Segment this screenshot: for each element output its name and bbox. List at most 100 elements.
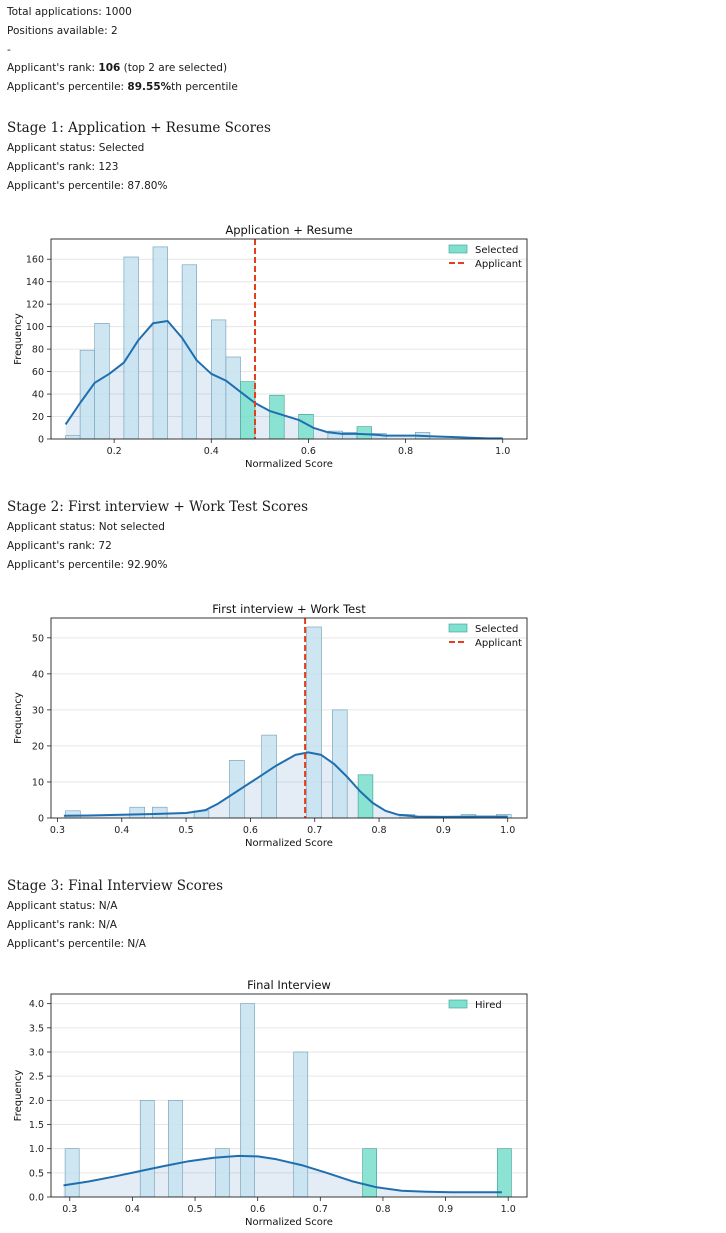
histogram-bar	[306, 626, 322, 819]
x-tick-label: 0.8	[375, 1204, 390, 1215]
histogram-bar	[64, 1148, 80, 1198]
percentile-value: 89.55%	[127, 81, 172, 93]
y-tick-label: 0	[38, 435, 44, 446]
x-tick-label: 0.9	[436, 825, 451, 836]
histogram-bar	[152, 806, 168, 819]
histogram-bar	[123, 256, 139, 440]
plot-frame	[50, 993, 528, 1198]
applicant-rank: Applicant's rank: 106 (top 2 are selecte…	[7, 61, 227, 75]
y-axis-label: Frequency	[13, 313, 24, 365]
kde-area	[63, 1155, 502, 1197]
y-tick-label: 1.0	[29, 1144, 44, 1155]
rank-prefix: Applicant's rank:	[7, 62, 99, 74]
selected-bar	[356, 426, 372, 440]
y-tick-label: 50	[32, 633, 44, 644]
y-tick-label: 3.5	[29, 1023, 44, 1034]
x-tick-label: 1.0	[501, 1204, 516, 1215]
stage-2-percentile: Applicant's percentile: 92.90%	[7, 559, 168, 571]
positions-available: Positions available: 2	[7, 25, 118, 37]
stage-1-title: Stage 1: Application + Resume Scores	[7, 120, 271, 136]
y-tick-label: 4.0	[29, 999, 44, 1010]
legend-swatch-hired	[448, 999, 468, 1009]
chart-title: Final Interview	[247, 978, 331, 992]
y-tick-label: 120	[26, 300, 44, 311]
x-tick-label: 0.2	[107, 446, 122, 457]
stage-2-status: Applicant status: Not selected	[7, 521, 165, 533]
x-tick-label: 0.8	[371, 825, 386, 836]
x-tick-label: 0.5	[187, 1204, 202, 1215]
legend-swatch-selected	[448, 623, 468, 633]
histogram-bar	[261, 734, 277, 819]
percentile-prefix: Applicant's percentile:	[7, 81, 128, 93]
y-tick-label: 0.5	[29, 1168, 44, 1179]
x-tick-label: 0.9	[438, 1204, 453, 1215]
stage-1-chart: Application + Resume 0 20 40 60 80 100 120 140 16…	[13, 223, 528, 470]
stage-1-status: Applicant status: Selected	[7, 142, 145, 154]
kde-line	[63, 751, 508, 818]
selected-bar	[269, 394, 285, 440]
histogram-bar	[225, 356, 241, 440]
legend-label: Applicant	[475, 259, 522, 270]
chart-title: Application + Resume	[225, 223, 352, 237]
y-tick-label: 10	[32, 777, 44, 788]
y-tick-label: 3.0	[29, 1048, 44, 1059]
x-tick-label: 0.6	[250, 1204, 265, 1215]
x-tick-label: 0.6	[243, 825, 258, 836]
x-tick-label: 0.7	[313, 1204, 328, 1215]
x-tick-label: 0.3	[62, 1204, 77, 1215]
x-axis-label: Normalized Score	[245, 1217, 333, 1228]
selected-bar	[240, 381, 256, 440]
legend-label: Applicant	[475, 638, 522, 649]
y-tick-label: 160	[26, 255, 44, 266]
x-axis-label: Normalized Score	[245, 459, 333, 470]
plot-frame	[50, 238, 528, 440]
legend-swatch-selected	[448, 244, 468, 254]
histogram-bar	[129, 806, 145, 819]
stage-1-percentile: Applicant's percentile: 87.80%	[7, 180, 168, 192]
histogram-bar	[240, 1003, 255, 1198]
stage-2-title: Stage 2: First interview + Work Test Sco…	[7, 499, 309, 515]
legend-label: Selected	[475, 624, 518, 635]
y-tick-label: 100	[26, 322, 44, 333]
y-tick-label: 0	[38, 814, 44, 825]
y-tick-label: 40	[32, 669, 44, 680]
stage-3-status: Applicant status: N/A	[7, 900, 118, 912]
applicant-percentile: Applicant's percentile: 89.55%th percent…	[7, 80, 238, 94]
stage-1-rank: Applicant's rank: 123	[7, 161, 119, 173]
histogram-bar	[181, 264, 198, 440]
stage-3-chart: Final Interview 0.0 0.5 1.0 1.5 2.0 2.5 3.0 3.5 4…	[13, 978, 528, 1228]
percentile-suffix: th percentile	[171, 81, 238, 93]
y-tick-label: 0.0	[29, 1193, 44, 1204]
y-tick-label: 140	[26, 277, 44, 288]
y-axis-label: Frequency	[13, 1070, 24, 1122]
stage-2-rank: Applicant's rank: 72	[7, 540, 112, 552]
stage-2-chart: First interview + Work Test 0 10 20 30 40 50 0.…	[13, 602, 528, 849]
legend-label: Hired	[475, 1000, 502, 1011]
histogram-bar	[65, 810, 81, 819]
kde-line	[64, 320, 503, 440]
stage-3-rank: Applicant's rank: N/A	[7, 919, 117, 931]
x-tick-label: 0.8	[398, 446, 413, 457]
rank-suffix: (top 2 are selected)	[120, 62, 228, 74]
histogram-bar	[152, 246, 168, 440]
x-tick-label: 0.6	[301, 446, 316, 457]
kde-area	[63, 752, 508, 818]
y-tick-label: 60	[32, 367, 44, 378]
kde-line	[63, 1154, 502, 1194]
y-tick-label: 2.5	[29, 1072, 44, 1083]
x-axis-label: Normalized Score	[245, 838, 333, 849]
rank-value: 106	[98, 62, 121, 74]
kde-area	[65, 321, 503, 439]
stage-3-percentile: Applicant's percentile: N/A	[7, 938, 146, 950]
y-tick-label: 2.0	[29, 1096, 44, 1107]
separator: -	[7, 44, 11, 56]
x-tick-label: 1.0	[495, 446, 510, 457]
y-tick-label: 30	[32, 705, 44, 716]
y-tick-label: 40	[32, 390, 44, 401]
x-tick-label: 0.4	[204, 446, 219, 457]
stage-3-title: Stage 3: Final Interview Scores	[7, 878, 224, 894]
x-tick-label: 1.0	[500, 825, 515, 836]
histogram-bar	[139, 1100, 155, 1198]
selected-bar	[362, 1148, 378, 1198]
x-tick-label: 0.3	[50, 825, 65, 836]
